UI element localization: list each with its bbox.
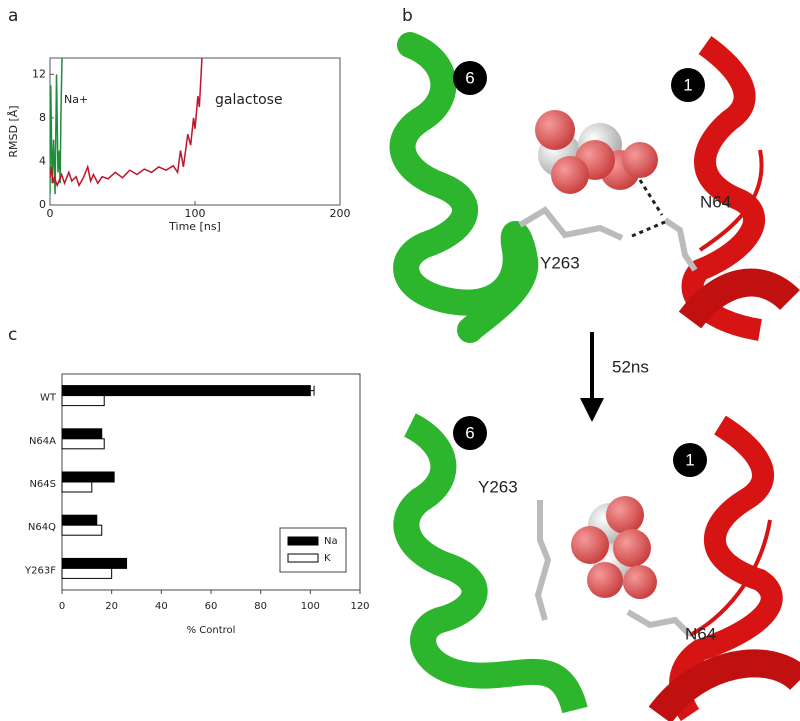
x-tick-label: 120 [350, 601, 369, 612]
structure-bottom: 6 1 N64 Y263 [393, 413, 800, 721]
x-tick-label: 40 [155, 601, 168, 612]
bar [61, 567, 113, 579]
helix-label: 6 [465, 68, 474, 87]
panel-label: b [402, 6, 413, 26]
y-tick-label: 12 [32, 67, 46, 80]
residue-label: N64 [685, 624, 716, 643]
data-line [50, 58, 63, 195]
x-axis-label: % Control [187, 625, 236, 636]
error-bar [306, 385, 315, 396]
panel-label: a [8, 6, 18, 26]
y-tick-label: 0 [39, 198, 46, 211]
legend-swatch [287, 553, 319, 563]
annotation: galactose [215, 92, 283, 108]
y-tick-label: 4 [39, 154, 46, 167]
arrow-label: 52ns [612, 357, 649, 376]
helix-label: 1 [685, 450, 694, 469]
panel-label: c [8, 325, 17, 345]
y-tick-label: N64A [29, 436, 56, 447]
y-tick-label: N64S [29, 479, 56, 490]
structure-top: 6 1 N64 Y263 [389, 32, 800, 343]
residue-label: N64 [700, 192, 731, 211]
plot-frame [49, 57, 341, 206]
x-tick-label: 100 [301, 601, 320, 612]
bar [61, 428, 103, 440]
bar [61, 481, 93, 493]
y-tick-label: Y263F [24, 565, 56, 576]
bar [61, 395, 105, 407]
bar [61, 524, 103, 536]
y-axis-label: RMSD [Å] [7, 105, 20, 157]
x-tick-label: 0 [59, 601, 65, 612]
bar [61, 385, 311, 397]
residue-label: Y263 [478, 477, 518, 496]
x-axis-label: Time [ns] [168, 220, 221, 233]
x-tick-label: 20 [105, 601, 118, 612]
bar [61, 438, 105, 450]
x-tick-label: 60 [205, 601, 218, 612]
plot-area [50, 58, 203, 195]
helix-label: 6 [465, 423, 474, 442]
bar [61, 557, 128, 569]
x-tick-label: 0 [47, 207, 54, 220]
residue-label: Y263 [540, 253, 580, 272]
legend-box [279, 527, 347, 573]
legend-label: Na [324, 536, 338, 547]
y-tick-label: WT [40, 393, 57, 404]
data-line [50, 58, 203, 188]
y-tick-label: 8 [39, 111, 46, 124]
y-tick-label: N64Q [28, 522, 56, 533]
annotation: Na+ [64, 93, 88, 106]
bar [61, 471, 115, 483]
legend-label: K [324, 553, 331, 564]
helix-label: 1 [683, 75, 692, 94]
legend-swatch [287, 536, 319, 546]
x-tick-label: 80 [254, 601, 267, 612]
arrow [580, 332, 604, 422]
x-tick-label: 100 [185, 207, 206, 220]
bar [61, 514, 98, 526]
x-tick-label: 200 [330, 207, 351, 220]
